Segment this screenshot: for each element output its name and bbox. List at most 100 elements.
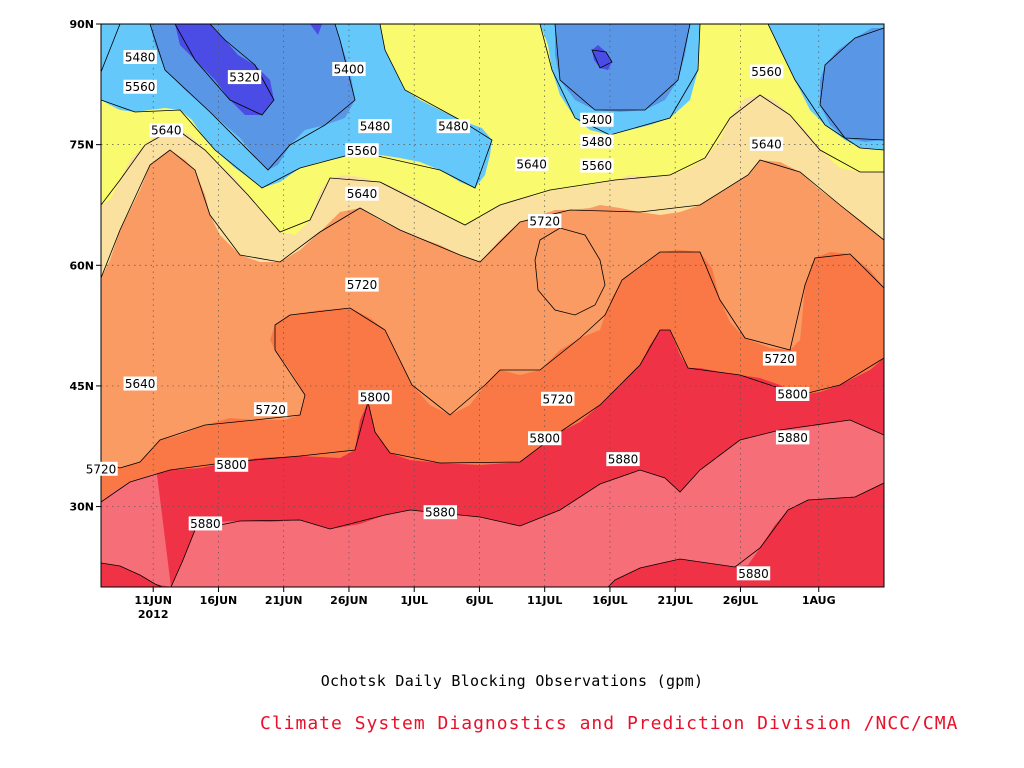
contour-line-5880-lower [607,482,884,587]
contour-label-box [214,457,249,472]
contour-label-box [514,156,549,171]
contour-line-5720-island [534,227,606,316]
contour-labels: 5480 5560 5640 5320 5400 5480 5480 5560 5640 5720… [84,49,810,581]
contour-line-left-edge [101,24,121,73]
contour-label-box [123,49,157,64]
contour-label: 5800 [360,391,391,405]
contour-label: 5480 [582,135,613,149]
contour-label-box [149,123,183,138]
contour-label-box [606,452,640,467]
contour-label-box [762,351,797,366]
contour-label-box [436,119,471,134]
contour-label: 5400 [582,113,613,127]
y-tick-label: 60N [69,259,94,272]
contour-label-box [528,431,562,446]
contour-line-5480 [101,24,493,189]
contour-label: 5560 [751,65,782,79]
contour-label: 5800 [529,432,560,446]
x-tick-label: 1JUL [400,594,428,607]
contour-line-5880-left [101,562,163,587]
contour-label-box [749,64,784,79]
contour-label: 5480 [438,120,469,134]
contour-label: 5640 [347,187,378,201]
chart-credit: Climate System Diagnostics and Predictio… [260,713,959,734]
x-tick-label: 21JUN [265,594,303,607]
contour-lines [101,24,884,587]
y-axis: 90N 75N 60N 45N 30N [69,18,101,514]
contour-label-box [84,461,118,476]
contour-label-box [123,79,157,94]
contour-label-box [736,566,771,581]
contour-label-box [345,186,379,201]
x-tick-label: 16JUL [592,594,627,607]
x-tick-label: 26JUL [723,594,758,607]
y-tick-label: 30N [69,501,94,514]
contour-label-box [332,62,366,77]
contour-label-box [358,119,392,134]
contour-label: 5640 [516,157,547,171]
contour-label: 5480 [360,120,391,134]
contour-label: 5880 [190,517,221,531]
contour-line-5880-upper [170,419,884,587]
contour-label-box [253,402,288,417]
plot-frame [100,23,885,588]
contour-label: 5720 [542,392,573,406]
contour-label-box [580,112,614,127]
x-tick-label: 1AUG [802,594,836,607]
contour-label: 5560 [125,80,156,94]
x-tick-label: 6JUL [466,594,494,607]
contour-label-box [580,134,614,149]
contour-label: 5880 [608,453,639,467]
contour-label: 5720 [529,215,560,229]
contour-label: 5720 [86,462,117,476]
contour-line-5320 [174,24,275,116]
contour-label: 5720 [347,278,378,292]
contour-label-box [423,505,457,520]
contour-label: 5640 [125,377,156,391]
contour-label: 5880 [777,431,808,445]
contour-label-box [188,516,223,531]
contour-label-box [749,136,784,151]
contour-line-5720 [101,251,884,469]
contour-line-5400-b [554,24,691,111]
x-tick-label: 11JUL [527,594,562,607]
contour-label: 5720 [255,403,286,417]
x-tick-label: 21JUL [658,594,693,607]
contour-label-box [345,143,379,158]
contour-label-box [775,386,810,401]
contour-label: 5800 [216,458,247,472]
contour-line-5560 [101,94,884,233]
contour-label-box [528,214,562,229]
y-tick-label: 45N [69,380,94,393]
contour-label: 5480 [125,50,156,64]
contour-label: 5640 [151,124,182,138]
contour-label-box [358,390,392,405]
contour-label: 5320 [229,71,260,85]
y-tick-label: 75N [69,139,94,152]
contour-line-5400-c [819,27,884,141]
contour-label: 5560 [582,159,613,173]
contour-label: 5640 [751,137,782,151]
contour-line-5320-small [591,49,613,69]
x-tick-label: 16JUN [200,594,238,607]
y-tick-label: 90N [69,18,94,31]
contour-label-box [227,70,262,85]
contour-label-box [775,430,810,445]
contour-label-box [541,391,575,406]
contour-label-box [345,277,379,292]
x-tick-label: 26JUN [330,594,368,607]
contour-label: 5800 [777,387,808,401]
gridlines [101,24,884,587]
chart-subtitle: Ochotsk Daily Blocking Observations (gpm… [320,672,704,690]
contour-line-5480-far [767,24,884,151]
contour-line-5800 [101,329,884,503]
contour-label: 5560 [347,144,378,158]
x-tick-sublabel: 2012 [138,608,169,621]
contour-line-5640 [101,149,884,279]
contour-label: 5720 [764,352,795,366]
x-tick-label: 11JUN [134,594,172,607]
contour-label-box [123,376,157,391]
contour-label: 5400 [334,63,365,77]
